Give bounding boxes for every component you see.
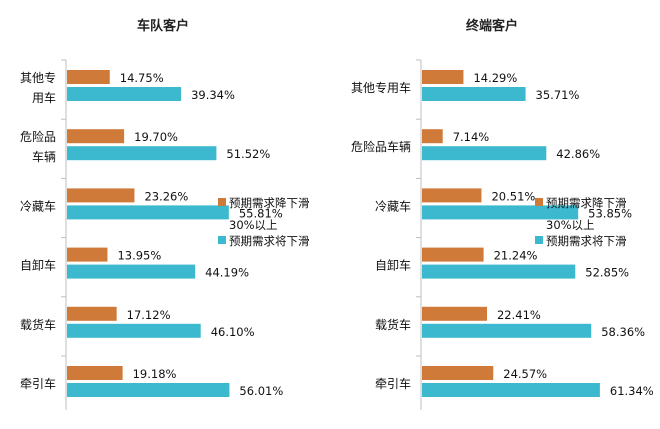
data-label: 55.81%: [239, 206, 283, 220]
data-label: 61.34%: [610, 384, 654, 398]
legend-label-series1: 预期需求降下滑: [229, 196, 310, 210]
data-label: 22.41%: [497, 308, 541, 322]
data-label: 7.14%: [453, 130, 490, 144]
bar-series1: [422, 129, 443, 144]
bar-series1: [67, 366, 123, 380]
data-label: 21.24%: [494, 249, 538, 263]
bar-series2: [67, 264, 196, 279]
bar-series2: [67, 205, 229, 220]
data-label: 56.01%: [239, 384, 283, 398]
data-label: 51.52%: [226, 147, 270, 161]
bar-series1: [422, 70, 464, 84]
bar-series2: [422, 146, 547, 161]
legend-label-series1: 预期需求降下滑: [546, 196, 627, 210]
legend-label-series2: 预期需求将下滑: [546, 234, 627, 248]
category-label: 自卸车: [20, 258, 56, 273]
data-label: 42.86%: [556, 147, 600, 161]
data-label: 19.70%: [134, 130, 178, 144]
category-label: 危险品车辆: [351, 139, 411, 154]
legend-swatch-series1: [218, 198, 226, 206]
bar-series2: [422, 87, 526, 101]
bar-series1: [422, 247, 484, 262]
category-label: 载货车: [20, 317, 56, 332]
legend-label-series1-cont: 30%以上: [229, 218, 278, 232]
category-label: 牵引车: [20, 376, 56, 391]
data-label: 52.85%: [585, 266, 629, 280]
bar-series1: [422, 366, 494, 380]
data-label: 53.85%: [588, 206, 632, 220]
bar-series2: [67, 383, 230, 397]
category-label: 其他专: [20, 70, 56, 85]
legend-swatch-series2: [218, 236, 226, 244]
chart-title: 终端客户: [466, 18, 518, 34]
data-label: 14.75%: [120, 71, 164, 85]
data-label: 44.19%: [205, 266, 249, 280]
data-label: 23.26%: [144, 189, 188, 203]
watermark: 网易号 | 现代物流报: [473, 404, 590, 419]
data-label: 35.71%: [536, 88, 580, 102]
legend-swatch-series1: [535, 198, 543, 206]
data-label: 17.12%: [127, 308, 171, 322]
category-label: 危险品: [20, 129, 56, 144]
data-label: 14.29%: [473, 71, 517, 85]
bar-series2: [422, 323, 592, 338]
data-label: 19.18%: [133, 367, 177, 381]
bar-series1: [67, 306, 117, 321]
category-label: 其他专用车: [351, 80, 411, 95]
category-label: 用车: [32, 90, 56, 105]
bar-series1: [422, 306, 487, 321]
bar-series1: [67, 247, 108, 262]
legend-swatch-series2: [535, 236, 543, 244]
data-label: 39.34%: [191, 88, 235, 102]
legend-label-series1-cont: 30%以上: [546, 218, 595, 232]
bar-series2: [67, 323, 201, 338]
bar-series2: [67, 146, 217, 161]
data-label: 20.51%: [491, 189, 535, 203]
legend-label-series2: 预期需求将下滑: [229, 234, 310, 248]
data-label: 58.36%: [601, 325, 645, 339]
data-label: 46.10%: [211, 325, 255, 339]
bar-series2: [67, 87, 182, 101]
bar-series1: [67, 188, 135, 203]
category-label: 车辆: [32, 149, 56, 164]
bar-series1: [67, 70, 110, 84]
bar-series2: [422, 383, 600, 397]
category-label: 冷藏车: [20, 198, 56, 213]
category-label: 牵引车: [375, 376, 411, 391]
bar-series2: [422, 205, 579, 220]
category-label: 载货车: [375, 317, 411, 332]
chart-title: 车队客户: [137, 18, 189, 34]
bar-series2: [422, 264, 576, 279]
data-label: 13.95%: [117, 249, 161, 263]
data-label: 24.57%: [503, 367, 547, 381]
bar-series1: [422, 188, 482, 203]
category-label: 自卸车: [375, 258, 411, 273]
category-label: 冷藏车: [375, 198, 411, 213]
bar-series1: [67, 129, 125, 144]
